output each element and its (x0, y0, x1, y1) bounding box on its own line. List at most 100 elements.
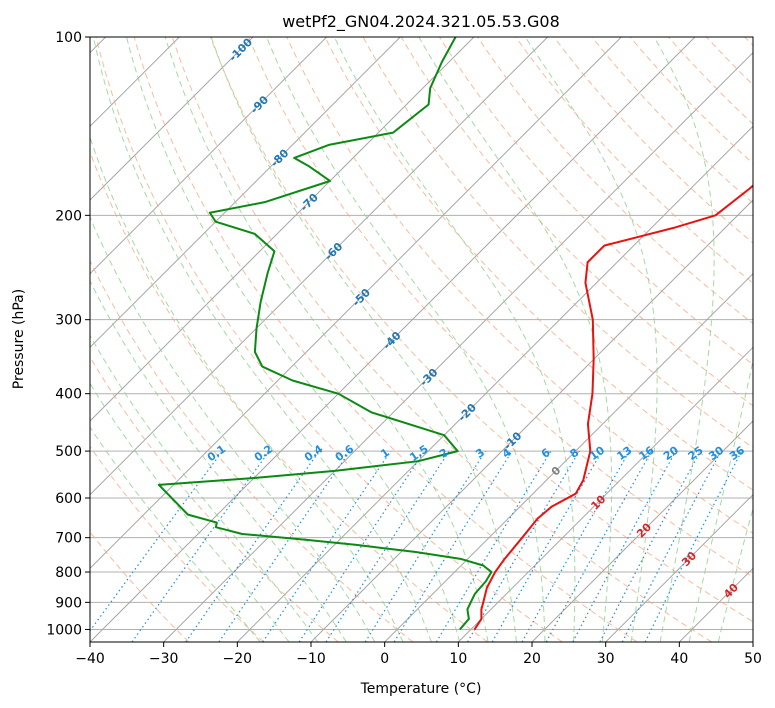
moist-adiabat (210, 37, 517, 642)
dry-adiabat (629, 37, 753, 165)
mixing-ratio-line (325, 450, 450, 642)
isotherm-label: -90 (248, 93, 271, 116)
isotherm-line (236, 125, 753, 642)
mixing-ratio-label: 0.6 (333, 442, 357, 464)
x-axis: −40 −30 −20 −10 0 10 20 30 40 50 (75, 642, 762, 667)
isotherm-label: 10 (588, 492, 608, 512)
moist-adiabat (717, 506, 753, 642)
moist-adiabat (90, 382, 290, 642)
dry-adiabat (477, 37, 753, 325)
mixing-ratio-label: 1.5 (407, 442, 430, 464)
moist-adiabat (90, 279, 347, 642)
moist-adiabat (90, 334, 319, 642)
y-tick-label: 1000 (46, 622, 82, 638)
y-tick-label: 700 (55, 531, 82, 547)
x-tick-label: −40 (75, 651, 105, 667)
y-tick-label: 100 (55, 30, 82, 46)
dry-adiabat (248, 37, 753, 578)
x-tick-label: 30 (597, 651, 615, 667)
isotherm-line (90, 37, 622, 570)
moist-adiabat (524, 37, 658, 642)
mixing-ratio-label: 1 (378, 446, 392, 461)
moist-adiabat (653, 37, 715, 642)
dry-adiabat (591, 37, 753, 204)
dry-adiabat (90, 150, 488, 642)
y-tick-label: 600 (55, 491, 82, 507)
moist-adiabat (90, 135, 404, 642)
mixing-ratio-label: 0.4 (302, 442, 326, 464)
mixing-ratio-line (545, 450, 653, 642)
isotherm-line (752, 641, 753, 642)
dry-adiabat (90, 531, 190, 642)
isotherm-label: -30 (417, 366, 440, 389)
dry-adiabat (95, 37, 563, 642)
mixing-ratio-line (364, 450, 486, 642)
isotherm-line (90, 37, 475, 422)
moist-adiabat (90, 215, 376, 642)
isotherm-line (163, 51, 753, 642)
dry-adiabat (210, 37, 753, 623)
mixing-ratio-label: 3 (473, 446, 487, 461)
x-axis-title: Temperature (°C) (360, 681, 482, 697)
dry-adiabat (90, 259, 414, 642)
line-labels: 0.1 0.2 0.4 0.6 1 1.5 2 3 4 6 8 10 13 16 20 25 30 36-100-… (205, 35, 747, 601)
isotherm-line (457, 346, 753, 642)
moist-adiabat (90, 426, 261, 642)
sounding-series (157, 37, 753, 631)
mixing-ratio-label: 6 (539, 446, 553, 461)
mixing-ratio-label: 25 (686, 444, 706, 463)
dry-adiabat (324, 37, 753, 491)
isotherm-line (90, 37, 401, 349)
y-axis-title: Pressure (hPa) (11, 289, 27, 389)
isotherm-line (531, 420, 753, 642)
y-tick-label: 800 (55, 565, 82, 581)
mixing-ratio-label: 0.2 (252, 442, 275, 464)
mixing-ratio-line (435, 450, 552, 642)
dry-adiabat (515, 37, 753, 284)
y-tick-label: 200 (55, 208, 82, 224)
mixing-ratio-line (572, 450, 677, 642)
mixing-ratio-line (599, 450, 702, 642)
x-tick-label: 0 (380, 651, 389, 667)
y-tick-label: 400 (55, 387, 82, 403)
temperature-line (473, 184, 753, 630)
chart-title: wetPf2_GN04.2024.321.05.53.G08 (282, 12, 560, 32)
moist-adiabat (126, 37, 461, 642)
mixing-ratio-line (185, 450, 320, 642)
x-tick-label: −20 (223, 651, 253, 667)
x-tick-label: −30 (149, 651, 179, 667)
dry-adiabat (171, 37, 712, 642)
background-lines (90, 37, 753, 642)
y-tick-label: 300 (55, 313, 82, 329)
moist-adiabat (92, 37, 432, 642)
dry-adiabat (439, 37, 753, 366)
y-axis: 100 200 300 400 500 600 700 800 900 1000 (46, 30, 90, 638)
mixing-ratio-line (644, 450, 743, 642)
mixing-ratio-line (298, 450, 425, 642)
dry-adiabat (90, 445, 264, 642)
x-tick-label: 50 (744, 651, 762, 667)
mixing-ratio-line (393, 450, 513, 642)
moist-adiabat (266, 37, 546, 642)
isotherm-line (90, 37, 549, 496)
isotherm-label: 0 (549, 464, 564, 479)
dewpoint-line (157, 37, 493, 631)
x-tick-label: 10 (449, 651, 467, 667)
dry-adiabat (362, 37, 753, 449)
mixing-ratio-line (90, 450, 223, 632)
moist-adiabat (688, 358, 753, 642)
plot-frame (89, 36, 754, 643)
moist-adiabat (164, 37, 489, 642)
dry-adiabat (400, 37, 753, 407)
mixing-ratio-label: 20 (661, 443, 681, 463)
isotherm-line (384, 272, 753, 642)
mixing-ratio-line (218, 450, 351, 642)
y-tick-label: 900 (55, 595, 82, 611)
isotherm-line (605, 493, 753, 642)
dry-adiabat (706, 37, 753, 86)
moist-adiabat (418, 37, 613, 642)
isotherm-line (90, 37, 254, 201)
mixing-ratio-label: 0.1 (205, 442, 228, 464)
dry-adiabat (744, 37, 753, 47)
